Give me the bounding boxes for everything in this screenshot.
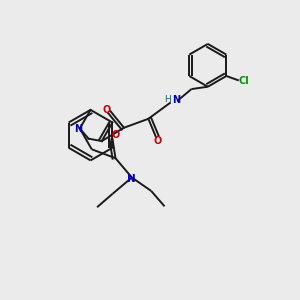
Text: N: N [74, 124, 83, 134]
Text: Cl: Cl [239, 76, 250, 86]
Text: N: N [172, 95, 180, 105]
Text: O: O [103, 105, 111, 115]
Text: O: O [153, 136, 161, 146]
Text: N: N [128, 174, 136, 184]
Text: O: O [112, 130, 120, 140]
Text: H: H [164, 95, 171, 104]
